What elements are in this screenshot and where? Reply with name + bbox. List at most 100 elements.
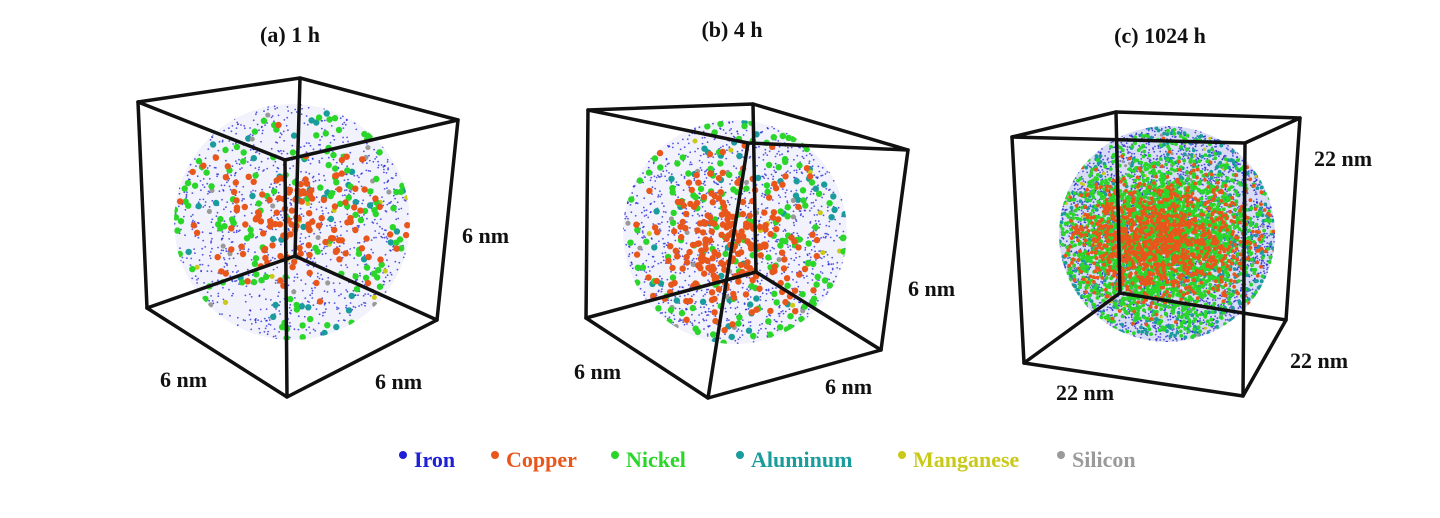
iron-atom xyxy=(821,174,824,177)
iron-atom xyxy=(402,196,404,199)
iron-atom xyxy=(234,142,237,145)
iron-atom xyxy=(803,261,806,264)
iron-atom xyxy=(768,150,771,153)
iron-atom xyxy=(706,333,709,335)
iron-atom xyxy=(821,272,824,274)
iron-atom xyxy=(806,312,809,315)
iron-atom xyxy=(191,192,194,195)
iron-atom xyxy=(209,254,211,257)
copper-atom xyxy=(715,195,723,202)
aluminum-atom xyxy=(745,327,753,334)
iron-atom xyxy=(292,165,295,167)
iron-atom xyxy=(667,241,669,244)
iron-atom xyxy=(1064,266,1067,269)
iron-atom xyxy=(357,294,359,297)
iron-atom xyxy=(662,210,665,213)
copper-atom xyxy=(245,173,252,180)
iron-atom xyxy=(734,313,737,316)
iron-atom xyxy=(628,255,630,258)
iron-atom xyxy=(309,332,311,334)
iron-atom xyxy=(719,128,722,130)
iron-atom xyxy=(258,294,261,297)
iron-atom xyxy=(722,145,724,148)
iron-atom xyxy=(657,174,659,177)
iron-atom xyxy=(353,122,356,125)
iron-atom xyxy=(250,259,253,261)
iron-atom xyxy=(323,174,325,177)
iron-atom xyxy=(701,137,704,139)
iron-atom xyxy=(1138,144,1140,147)
iron-atom xyxy=(185,195,188,198)
iron-atom xyxy=(201,263,204,266)
iron-atom xyxy=(305,171,307,174)
iron-atom xyxy=(249,293,251,296)
iron-atom xyxy=(629,204,632,206)
iron-atom xyxy=(339,117,342,120)
iron-atom xyxy=(320,274,322,276)
iron-atom xyxy=(664,165,667,168)
nickel-atom xyxy=(726,171,733,179)
iron-atom xyxy=(673,318,676,321)
iron-atom xyxy=(203,186,206,189)
iron-atom xyxy=(235,271,238,274)
iron-atom xyxy=(697,213,699,216)
iron-atom xyxy=(245,285,248,288)
iron-atom xyxy=(333,302,336,304)
iron-atom xyxy=(287,110,290,112)
nickel-atom xyxy=(657,164,664,171)
copper-atom xyxy=(693,199,701,207)
iron-atom xyxy=(202,239,205,242)
iron-atom xyxy=(704,173,706,176)
panel-b-cube-edge xyxy=(706,141,750,400)
iron-atom xyxy=(683,294,686,297)
iron-atom xyxy=(674,307,677,310)
iron-atom xyxy=(1263,262,1266,264)
iron-atom xyxy=(385,172,388,174)
iron-atom xyxy=(703,328,705,330)
iron-atom xyxy=(643,281,646,283)
copper-atom xyxy=(260,230,267,237)
iron-atom xyxy=(179,247,181,250)
iron-atom xyxy=(208,232,211,235)
manganese-atom xyxy=(807,169,813,175)
nickel-atom xyxy=(240,158,247,165)
iron-atom xyxy=(811,279,814,281)
iron-atom xyxy=(251,134,254,137)
iron-atom xyxy=(1240,290,1242,292)
iron-atom xyxy=(765,174,767,177)
iron-atom xyxy=(685,308,687,311)
iron-atom xyxy=(274,160,277,163)
iron-atom xyxy=(1254,252,1257,255)
iron-atom xyxy=(386,158,389,161)
iron-atom xyxy=(209,257,212,260)
iron-atom xyxy=(357,242,359,244)
copper-atom xyxy=(765,194,773,201)
iron-atom xyxy=(258,327,261,330)
iron-atom xyxy=(625,243,628,246)
silicon-atom xyxy=(220,243,226,249)
iron-atom xyxy=(235,127,238,129)
iron-atom xyxy=(185,196,188,199)
iron-atom xyxy=(211,247,213,250)
nickel-atom xyxy=(370,270,378,277)
iron-atom xyxy=(810,202,813,204)
iron-atom xyxy=(836,234,838,237)
iron-atom xyxy=(641,230,644,233)
iron-atom xyxy=(651,193,653,195)
iron-atom xyxy=(663,205,665,208)
iron-atom xyxy=(204,201,207,203)
iron-atom xyxy=(1106,171,1109,173)
iron-atom xyxy=(702,182,705,185)
nickel-atom xyxy=(678,309,686,317)
iron-atom xyxy=(302,242,304,245)
iron-atom xyxy=(349,254,351,256)
iron-atom xyxy=(1086,273,1089,276)
iron-atom xyxy=(273,214,275,217)
iron-atom xyxy=(839,268,841,270)
iron-atom xyxy=(290,198,292,201)
nickel-atom xyxy=(184,179,192,187)
iron-atom xyxy=(317,272,319,275)
iron-atom xyxy=(810,272,813,275)
copper-atom xyxy=(242,221,249,228)
iron-atom xyxy=(757,239,759,242)
